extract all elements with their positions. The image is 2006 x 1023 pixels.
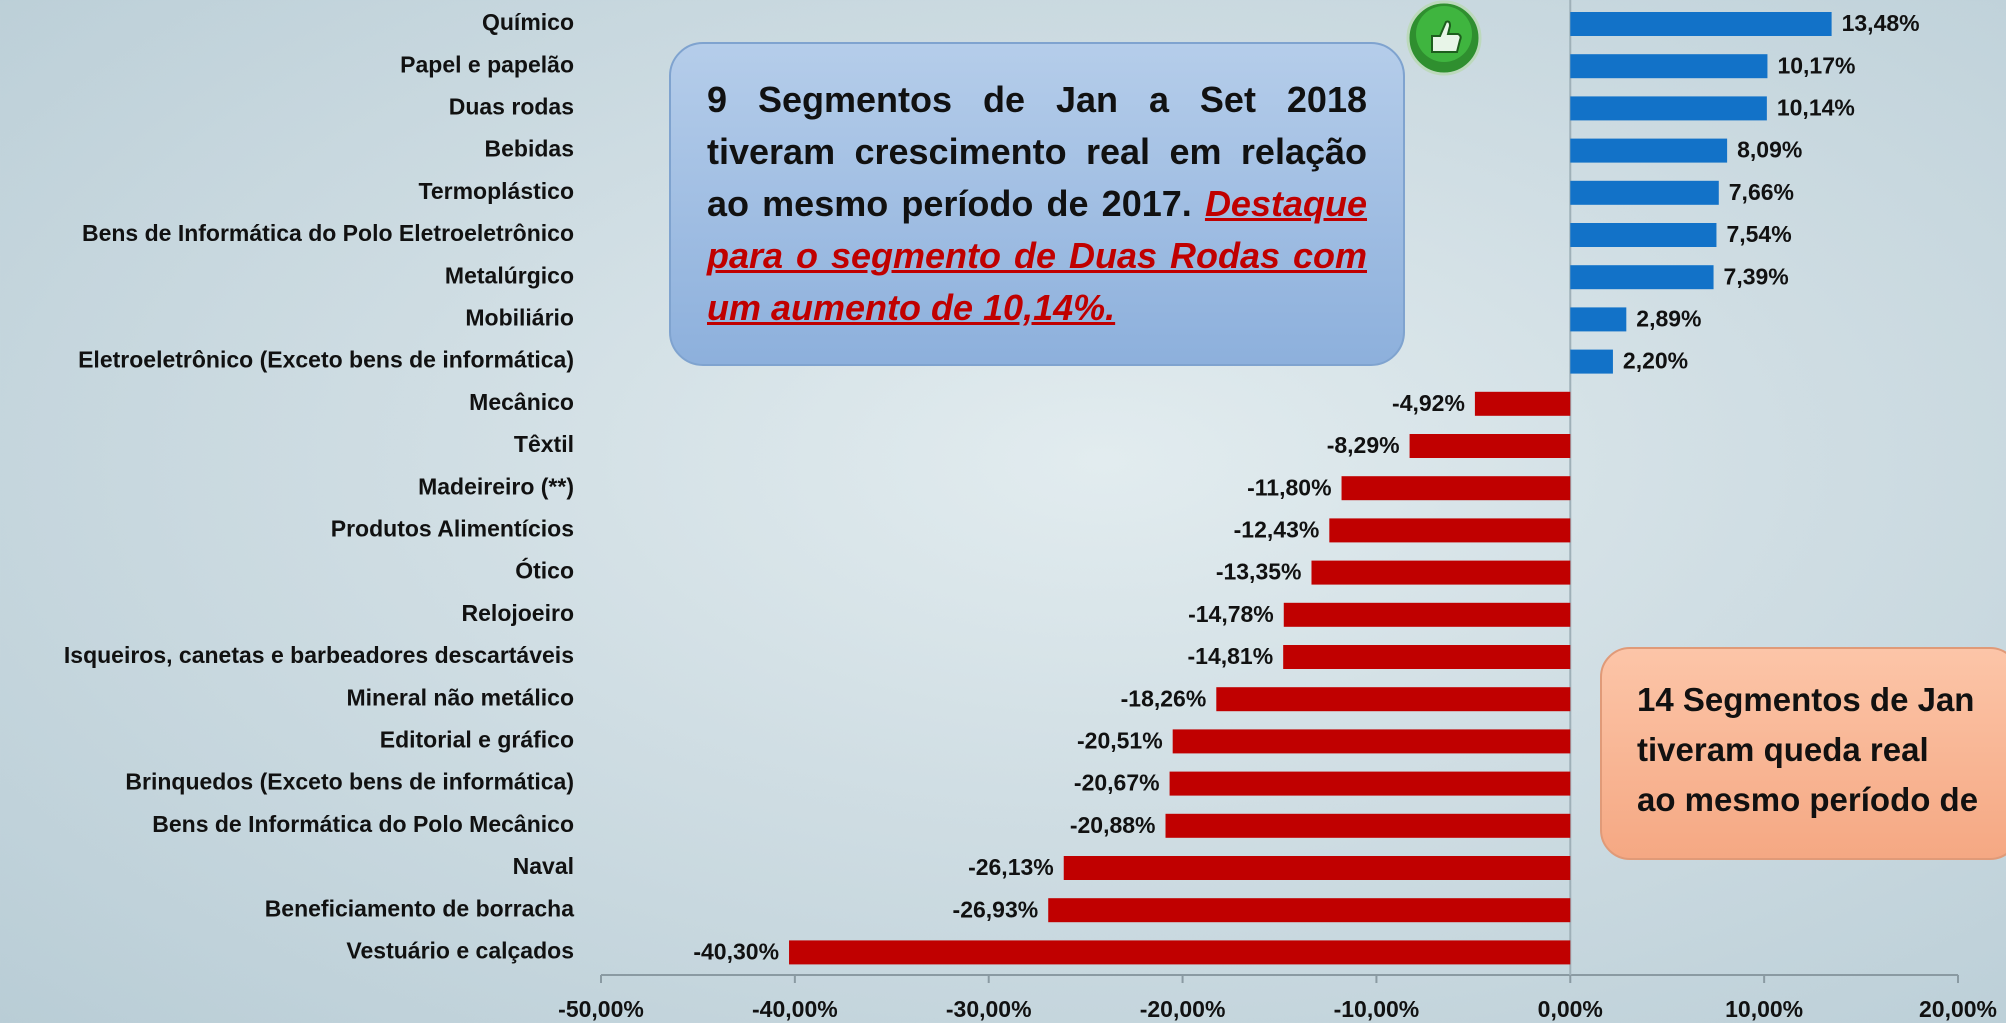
category-label: Bebidas: [485, 136, 574, 162]
category-label: Mecânico: [469, 389, 574, 415]
bar: [1570, 223, 1717, 247]
bar: [1063, 856, 1571, 880]
value-label: -14,81%: [1188, 643, 1274, 669]
bar: [1409, 434, 1571, 458]
annotation-highlight: Destaque para o segmento de Duas Rodas c…: [707, 183, 1367, 328]
bar: [1329, 518, 1571, 543]
value-label: -20,51%: [1077, 727, 1163, 753]
value-label: -4,92%: [1392, 390, 1465, 416]
category-label: Relojoeiro: [462, 600, 574, 626]
bar: [1311, 560, 1571, 585]
value-label: -12,43%: [1234, 516, 1320, 542]
value-label: 10,17%: [1777, 52, 1855, 78]
bar: [1216, 687, 1571, 712]
annotation-line: ao mesmo período de: [1637, 781, 1979, 818]
annotation-decline: 14 Segmentos de Jan tiveram queda real a…: [1600, 647, 2006, 860]
bar: [1570, 12, 1832, 36]
category-label: Termoplástico: [419, 178, 575, 204]
bar: [1570, 180, 1719, 205]
category-label: Naval: [513, 853, 574, 879]
bar: [1570, 307, 1627, 332]
value-label: -18,26%: [1121, 685, 1207, 711]
annotation-growth: 9 Segmentos de Jan a Set 2018 tiveram cr…: [669, 42, 1405, 366]
x-tick-label: 10,00%: [1725, 996, 1803, 1022]
bar: [1283, 602, 1571, 627]
value-label: -8,29%: [1327, 432, 1400, 458]
value-label: -26,13%: [968, 854, 1054, 880]
bar: [1570, 54, 1768, 79]
bar: [1570, 138, 1728, 163]
value-label: -26,93%: [953, 896, 1039, 922]
value-label: 10,14%: [1777, 94, 1855, 120]
value-label: 2,20%: [1623, 348, 1688, 374]
bar: [1341, 476, 1571, 501]
category-label: Editorial e gráfico: [380, 726, 574, 752]
value-label: 2,89%: [1636, 305, 1701, 331]
value-label: 7,39%: [1724, 263, 1789, 289]
value-label: 7,66%: [1729, 179, 1794, 205]
category-label: Isqueiros, canetas e barbeadores descart…: [64, 642, 574, 668]
category-label: Produtos Alimentícios: [331, 515, 574, 541]
category-label: Duas rodas: [449, 93, 574, 119]
bar: [1570, 96, 1767, 121]
annotation-line: 14 Segmentos de Jan: [1637, 681, 1975, 718]
bar: [1169, 771, 1571, 796]
category-label: Metalúrgico: [445, 262, 574, 288]
bar: [1172, 729, 1571, 754]
category-label: Brinquedos (Exceto bens de informática): [125, 769, 574, 795]
x-tick-label: 20,00%: [1919, 996, 1997, 1022]
bar: [1570, 349, 1613, 374]
x-tick-label: -30,00%: [946, 996, 1032, 1022]
category-label: Mobiliário: [465, 304, 574, 330]
category-label: Madeireiro (**): [418, 473, 574, 499]
value-label: -11,80%: [1247, 474, 1331, 500]
annotation-text: 9 Segmentos de Jan a Set 2018 tiveram cr…: [707, 79, 1367, 224]
category-label: Eletroeletrônico (Exceto bens de informá…: [78, 347, 574, 373]
category-label: Mineral não metálico: [346, 684, 574, 710]
category-label: Bens de Informática do Polo Mecânico: [152, 811, 574, 837]
bar: [1048, 898, 1571, 923]
x-tick-label: -40,00%: [752, 996, 838, 1022]
bar: [1165, 813, 1571, 838]
x-tick-label: -50,00%: [558, 996, 644, 1022]
category-label: Papel e papelão: [400, 51, 574, 77]
annotation-line: tiveram queda real: [1637, 731, 1929, 768]
category-label: Ótico: [515, 557, 574, 584]
bar: [789, 940, 1571, 965]
value-label: -14,78%: [1188, 601, 1274, 627]
value-label: -20,67%: [1074, 770, 1160, 796]
bar: [1283, 645, 1571, 669]
bar: [1570, 265, 1714, 290]
value-label: -40,30%: [693, 938, 779, 964]
value-label: -20,88%: [1070, 812, 1156, 838]
category-label: Vestuário e calçados: [346, 937, 574, 963]
value-label: 7,54%: [1726, 221, 1791, 247]
category-label: Beneficiamento de borracha: [265, 895, 575, 921]
x-tick-label: -10,00%: [1334, 996, 1420, 1022]
thumbs-up-icon: [1406, 0, 1482, 76]
x-tick-label: 0,00%: [1538, 996, 1603, 1022]
value-label: 13,48%: [1842, 10, 1920, 36]
category-label: Têxtil: [514, 431, 574, 457]
category-label: Químico: [482, 9, 574, 35]
category-label: Bens de Informática do Polo Eletroeletrô…: [82, 220, 574, 246]
value-label: -13,35%: [1216, 559, 1302, 585]
x-tick-label: -20,00%: [1140, 996, 1226, 1022]
bar: [1474, 391, 1571, 416]
value-label: 8,09%: [1737, 137, 1802, 163]
